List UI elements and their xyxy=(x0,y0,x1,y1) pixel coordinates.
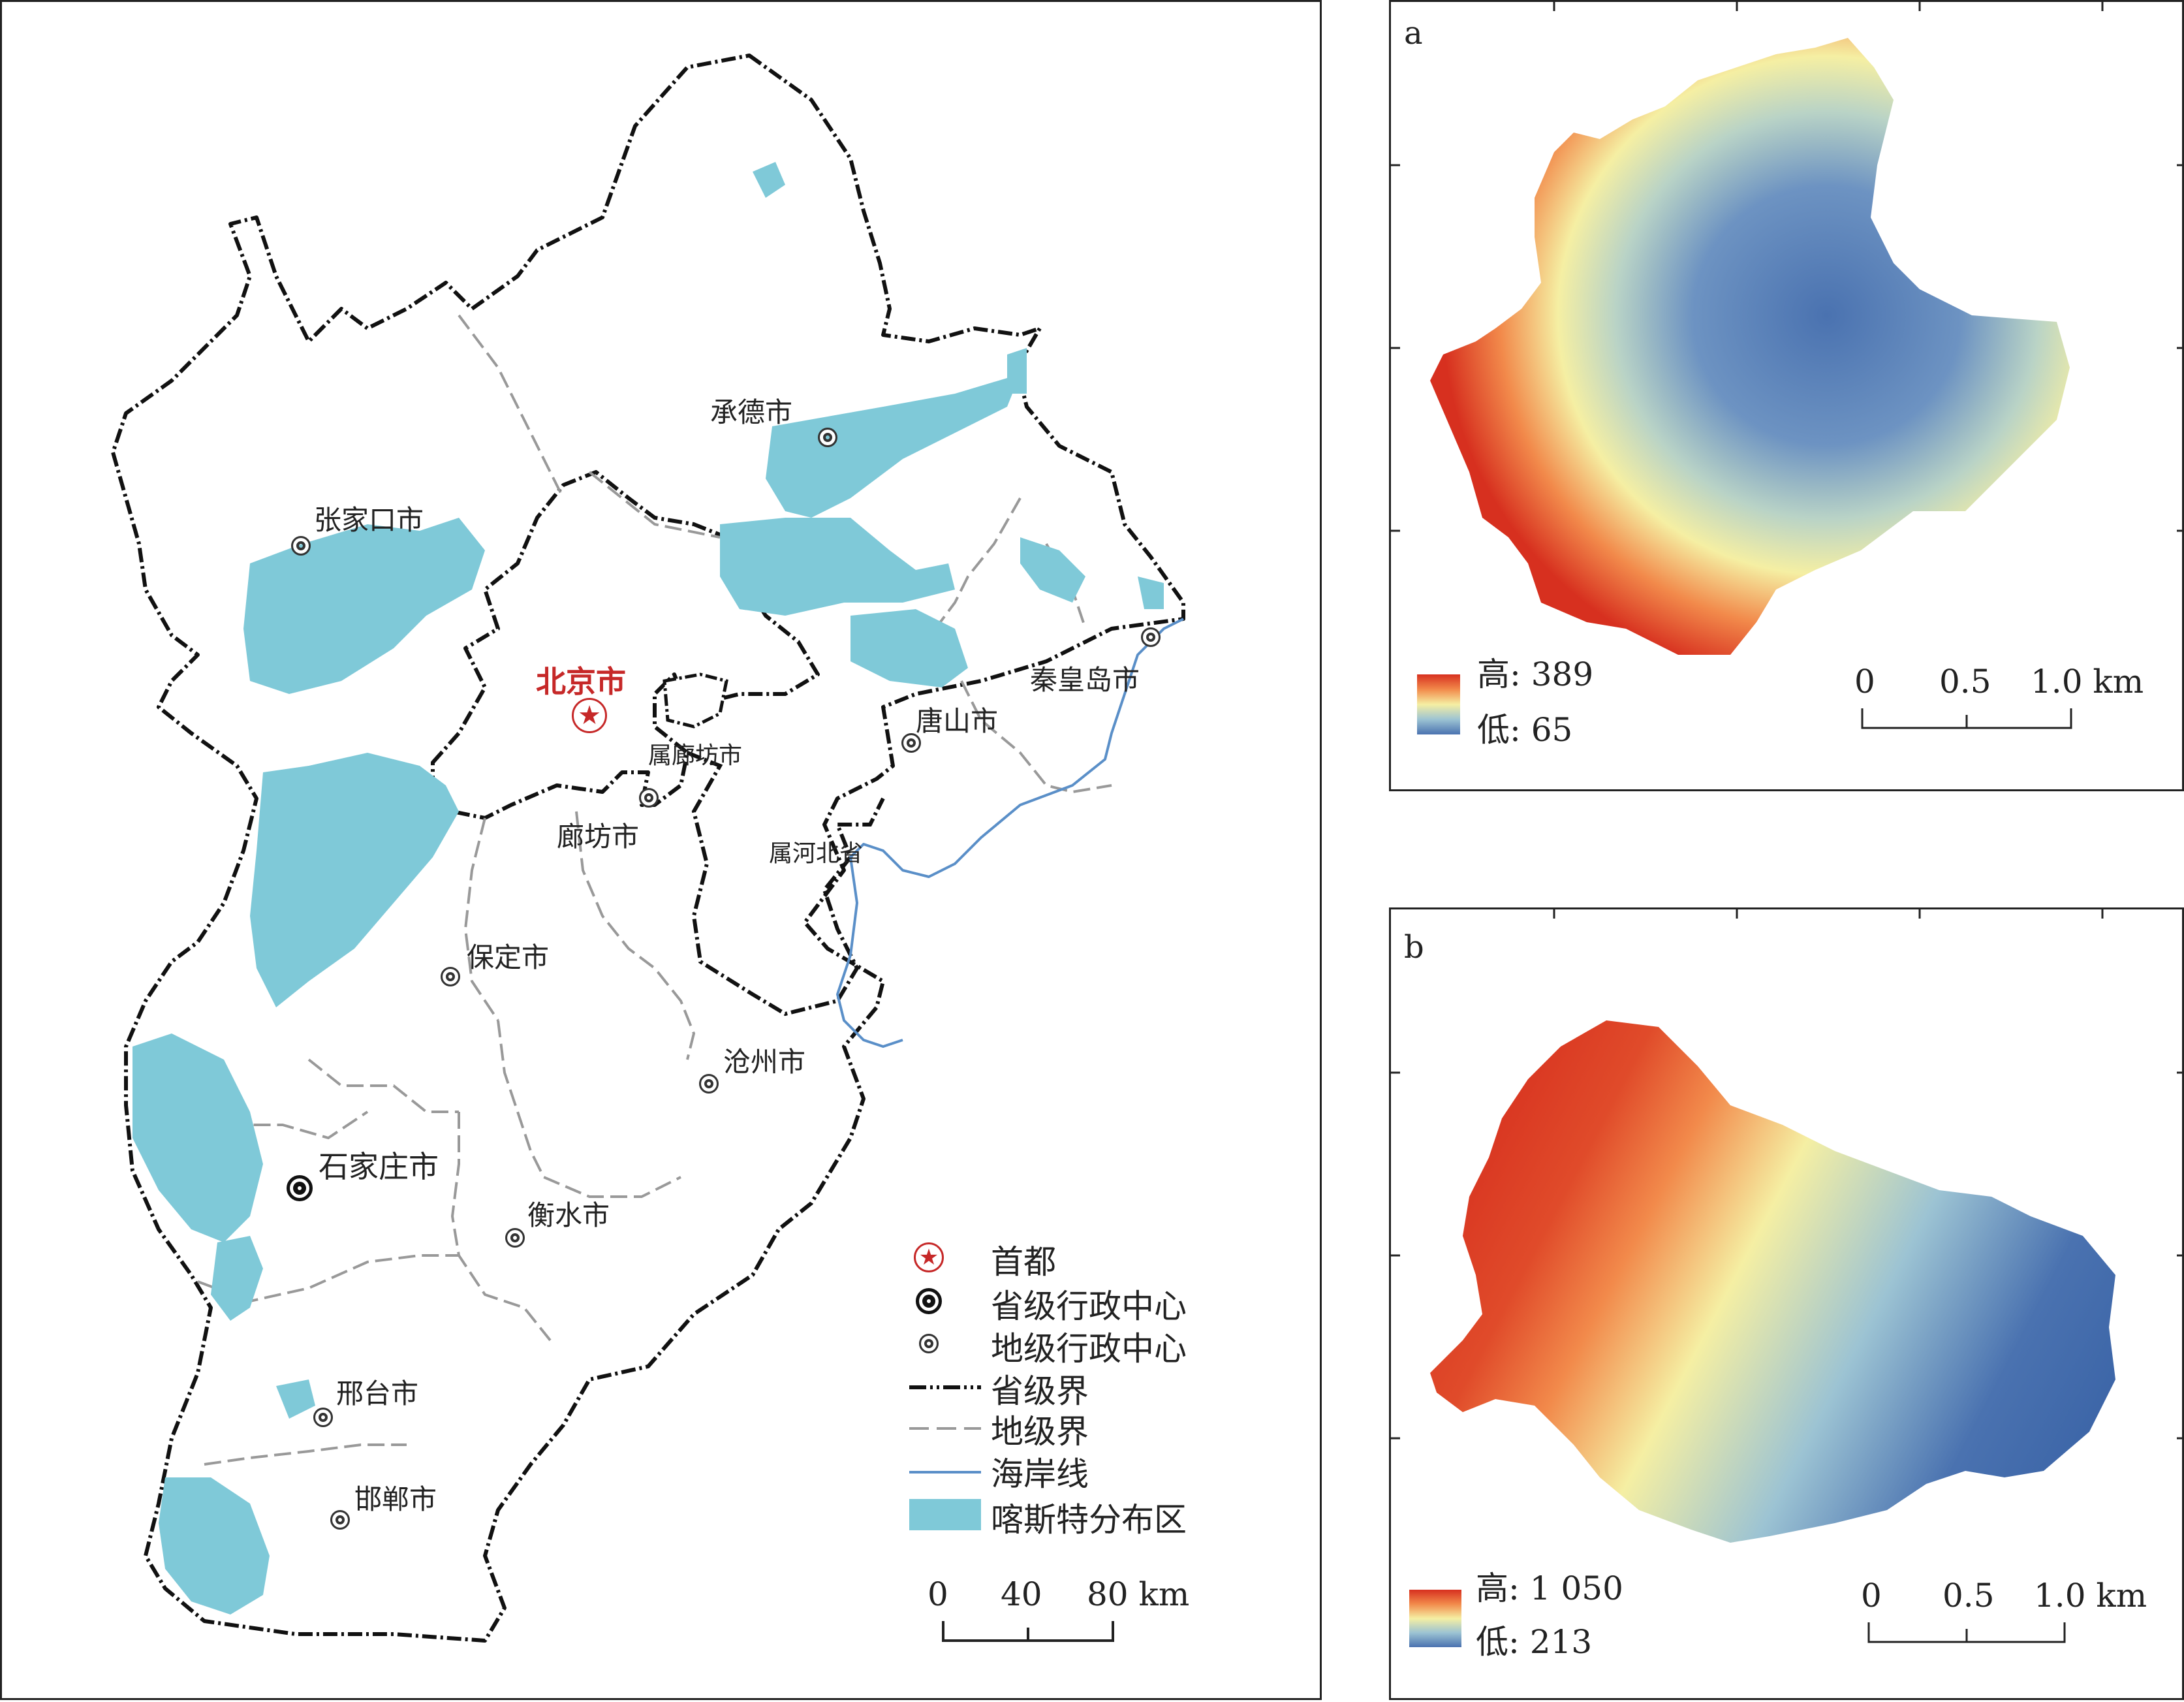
legend-prefecture-boundary: 地级界 xyxy=(991,1413,1089,1451)
scale-bar-line xyxy=(942,1621,1114,1642)
scale-tick-1.0: 1.0 km xyxy=(2034,1577,2147,1615)
legend-prefecture-center: 地级行政中心 xyxy=(991,1330,1187,1368)
prefecture-center-icon xyxy=(291,536,311,556)
legend-provincial-boundary: 省级界 xyxy=(991,1372,1089,1410)
prefecture-center-icon xyxy=(313,1408,333,1427)
elevation-panel-b: b 高: 1 050 低: 213 0 0.5 1.0 km xyxy=(1389,907,2184,1700)
main-map-panel: 北京市 ★ 承德市 张家口市 秦皇岛市 唐山市 属廊坊市 廊坊市 属河北省 保定… xyxy=(0,0,1322,1700)
panel-b-label: b xyxy=(1404,929,1424,966)
legend-karst-area: 喀斯特分布区 xyxy=(991,1501,1187,1539)
langfang-enclave-boundary xyxy=(663,672,728,729)
karst-distribution-areas xyxy=(133,162,1164,1615)
panel-b-legend-high: 高: 1 050 xyxy=(1476,1569,1623,1607)
main-map-svg xyxy=(111,54,1185,1643)
capital-label: 北京市 xyxy=(536,664,626,699)
scale-tick-1.0: 1.0 km xyxy=(2031,663,2144,701)
map-scale-bar: 0 40 80 km xyxy=(916,1575,1203,1654)
panel-b-scale-line xyxy=(1867,1622,2066,1643)
scale-tick-0.5: 0.5 xyxy=(1939,663,1991,701)
map-legend: ★ 首都 省级行政中心 地级行政中心 省级界 地级界 海岸线 喀斯特分布区 xyxy=(906,1236,1298,1549)
prefecture-center-icon xyxy=(1141,627,1161,647)
prefecture-center-icon xyxy=(441,967,460,986)
panel-b-ticks xyxy=(1391,909,2184,1440)
panel-a-watershed xyxy=(1430,38,2070,655)
city-label-langfang: 廊坊市 xyxy=(557,821,640,853)
prefecture-center-icon xyxy=(639,788,659,808)
city-label-langfang-attached: 属廊坊市 xyxy=(648,742,743,769)
legend-karst-swatch xyxy=(909,1499,981,1530)
prefecture-center-icon xyxy=(505,1228,525,1248)
panel-a-dem xyxy=(1430,38,2070,655)
city-label-hebei-attached: 属河北省 xyxy=(769,840,864,867)
capital-star-icon: ★ xyxy=(914,1242,944,1272)
city-label-tangshan: 唐山市 xyxy=(916,705,999,737)
capital-star-icon: ★ xyxy=(572,698,607,733)
city-label-shijiazhuang: 石家庄市 xyxy=(319,1149,439,1184)
panel-b-legend-low: 低: 213 xyxy=(1476,1623,1593,1661)
city-label-cangzhou: 沧州市 xyxy=(723,1046,806,1078)
panel-a-legend-high: 高: 389 xyxy=(1477,655,1594,693)
prefecture-center-icon xyxy=(699,1074,719,1094)
city-label-qinhuangdao: 秦皇岛市 xyxy=(1030,664,1140,696)
panel-a-legend-low: 低: 65 xyxy=(1477,711,1573,749)
legend-prefecture-boundary-line xyxy=(909,1427,981,1430)
panel-a-scale-line xyxy=(1861,708,2072,729)
panel-b-dem xyxy=(1430,1020,2115,1543)
provincial-center-icon xyxy=(916,1288,942,1314)
elevation-panel-a: a 高: 389 低: 65 0 0.5 1.0 km xyxy=(1389,0,2184,791)
provincial-center-icon xyxy=(287,1175,313,1201)
panel-b-legend-ramp xyxy=(1409,1590,1461,1647)
prefecture-center-icon xyxy=(818,428,837,447)
panel-b-watershed xyxy=(1430,1020,2115,1543)
panel-a-legend-ramp xyxy=(1417,674,1460,734)
legend-provincial-center: 省级行政中心 xyxy=(991,1287,1187,1325)
scale-tick-80: 80 km xyxy=(1087,1575,1190,1613)
city-label-zhangjiakou: 张家口市 xyxy=(314,504,424,536)
legend-coastline: 海岸线 xyxy=(991,1455,1089,1493)
panel-b-scale-bar: 0 0.5 1.0 km xyxy=(1848,1577,2181,1648)
legend-coastline-line xyxy=(909,1471,981,1473)
city-label-xingtai: 邢台市 xyxy=(336,1378,419,1410)
city-label-hengshui: 衡水市 xyxy=(527,1199,610,1231)
scale-tick-40: 40 xyxy=(1001,1575,1042,1613)
tianjin-boundary xyxy=(686,751,885,1016)
panel-a-ticks xyxy=(1391,2,2184,532)
scale-tick-0.5: 0.5 xyxy=(1942,1577,1995,1615)
scale-tick-0: 0 xyxy=(1854,663,1875,701)
prefecture-center-icon xyxy=(330,1510,350,1530)
scale-tick-0: 0 xyxy=(928,1575,948,1613)
city-label-chengde: 承德市 xyxy=(710,396,793,428)
coastline xyxy=(836,618,1184,1048)
prefecture-center-icon xyxy=(919,1334,939,1353)
legend-provincial-boundary-line xyxy=(909,1385,981,1389)
city-label-handan: 邯郸市 xyxy=(354,1483,437,1515)
scale-tick-0: 0 xyxy=(1861,1577,1882,1615)
prefecture-center-icon xyxy=(901,733,921,753)
legend-capital: 首都 xyxy=(991,1243,1056,1281)
panel-a-scale-bar: 0 0.5 1.0 km xyxy=(1841,663,2181,734)
panel-a-label: a xyxy=(1404,15,1423,52)
city-label-baoding: 保定市 xyxy=(467,941,550,973)
